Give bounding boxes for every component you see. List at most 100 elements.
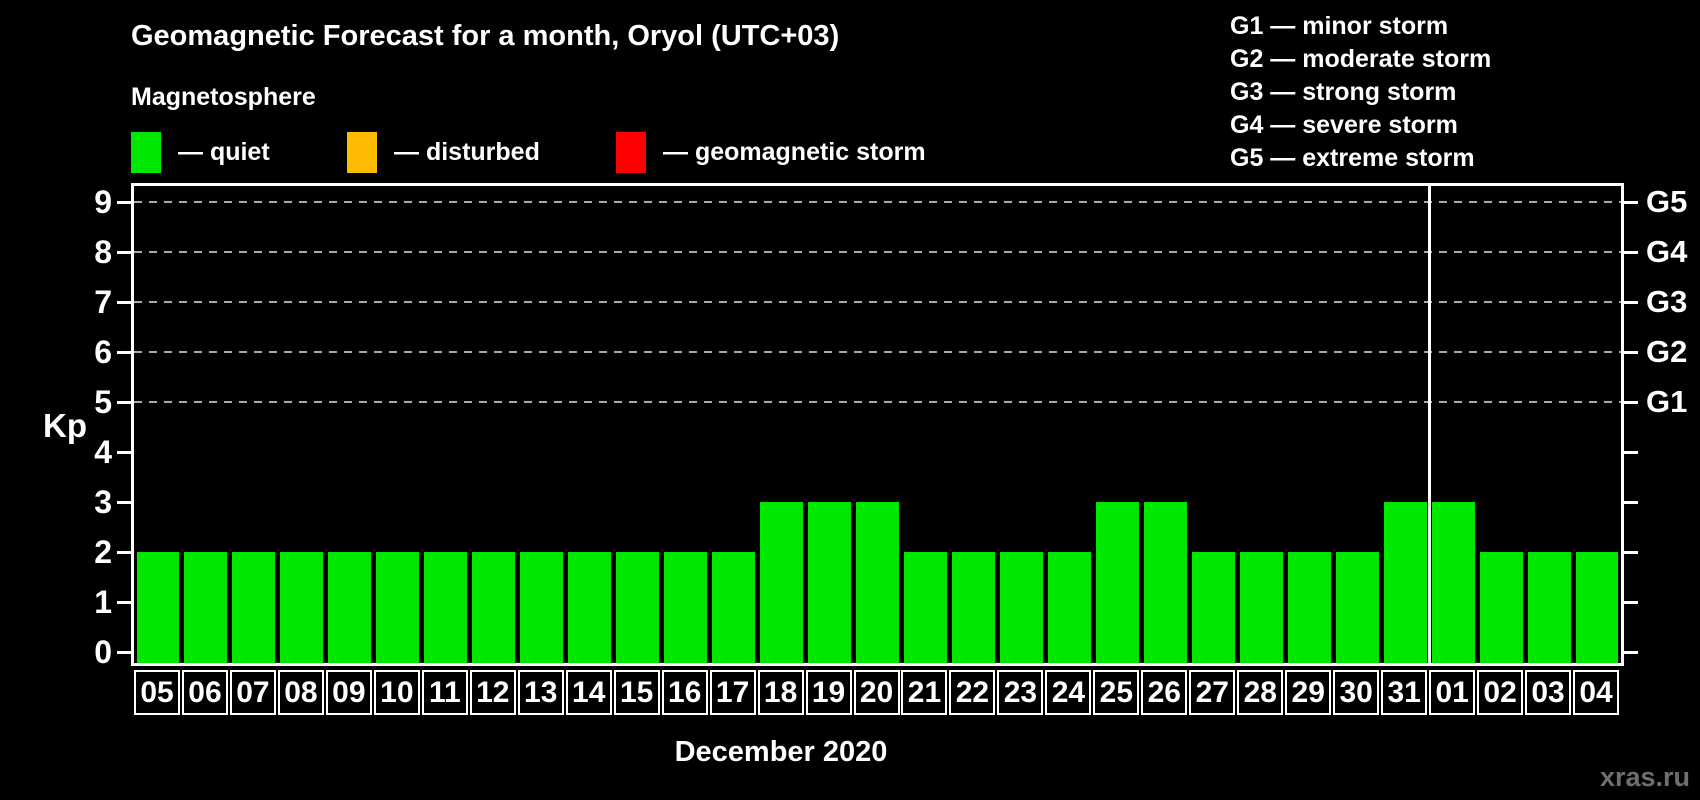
bar-day-12 <box>472 552 516 663</box>
bar-day-20 <box>856 502 899 663</box>
bar-day-14 <box>568 552 612 663</box>
y-tick-label-7: 7 <box>94 284 112 320</box>
day-label-11: 11 <box>421 670 468 715</box>
storm-scale-line-g3: G3 — strong storm <box>1230 78 1457 106</box>
y-tick-label-2: 2 <box>94 534 112 570</box>
y-tick-left-6 <box>117 350 131 354</box>
y-tick-right-1 <box>1624 600 1638 604</box>
day-label-31: 31 <box>1381 670 1428 715</box>
day-label-28: 28 <box>1237 670 1284 715</box>
y-tick-label-5: 5 <box>94 384 112 420</box>
day-label-18: 18 <box>757 670 804 715</box>
gridline-kp-5 <box>134 401 1621 403</box>
y-tick-left-3 <box>117 500 131 504</box>
y-tick-left-4 <box>117 450 131 454</box>
g-axis-label-g1: G1 <box>1646 384 1688 419</box>
y-tick-right-4 <box>1624 450 1638 454</box>
day-label-23: 23 <box>997 670 1044 715</box>
g-axis-label-g4: G4 <box>1646 234 1688 269</box>
storm-scale-line-g5: G5 — extreme storm <box>1230 144 1475 172</box>
storm-color-swatch <box>616 132 646 173</box>
y-tick-right-8 <box>1624 250 1638 254</box>
day-label-10: 10 <box>373 670 420 715</box>
bar-day-28 <box>1239 552 1283 663</box>
chart-title: Geomagnetic Forecast for a month, Oryol … <box>131 20 840 52</box>
bar-day-08 <box>280 552 324 663</box>
y-tick-label-0: 0 <box>94 634 112 670</box>
bar-day-05 <box>136 552 180 663</box>
g-axis-label-g5: G5 <box>1646 184 1688 219</box>
day-label-03: 03 <box>1525 670 1572 715</box>
day-label-14: 14 <box>565 670 612 715</box>
legend-item-label: — disturbed <box>394 138 540 166</box>
bar-day-24 <box>1047 552 1091 663</box>
bar-day-31 <box>1383 502 1427 663</box>
day-label-19: 19 <box>805 670 852 715</box>
y-tick-label-1: 1 <box>94 584 112 620</box>
day-label-16: 16 <box>661 670 708 715</box>
bar-day-29 <box>1287 552 1331 663</box>
g-axis-label-g3: G3 <box>1646 284 1688 319</box>
bar-day-15 <box>616 552 660 663</box>
bar-day-25 <box>1095 502 1139 663</box>
storm-scale-line-g4: G4 — severe storm <box>1230 111 1458 139</box>
bar-day-23 <box>999 552 1043 663</box>
magnetosphere-legend-heading: Magnetosphere <box>131 83 316 111</box>
day-label-26: 26 <box>1141 670 1188 715</box>
day-label-04: 04 <box>1573 670 1620 715</box>
day-label-06: 06 <box>181 670 228 715</box>
day-label-02: 02 <box>1477 670 1524 715</box>
month-separator <box>1427 186 1431 663</box>
legend-item-label: — quiet <box>178 138 270 166</box>
day-label-29: 29 <box>1285 670 1332 715</box>
bar-day-09 <box>328 552 372 663</box>
y-tick-right-7 <box>1624 300 1638 304</box>
bar-day-03 <box>1527 552 1571 663</box>
y-tick-left-9 <box>117 200 131 204</box>
bar-day-02 <box>1479 552 1523 663</box>
plot-area <box>131 183 1624 666</box>
bar-day-27 <box>1191 552 1235 663</box>
gridline-kp-6 <box>134 351 1621 353</box>
bar-day-18 <box>760 502 804 663</box>
y-tick-left-0 <box>117 650 131 654</box>
y-axis-title: Kp <box>43 407 87 444</box>
day-label-27: 27 <box>1189 670 1236 715</box>
day-label-09: 09 <box>325 670 372 715</box>
bar-day-21 <box>903 552 947 663</box>
day-label-15: 15 <box>613 670 660 715</box>
y-tick-left-8 <box>117 250 131 254</box>
y-tick-right-0 <box>1624 650 1638 654</box>
day-label-12: 12 <box>469 670 516 715</box>
bar-day-26 <box>1143 502 1187 663</box>
y-tick-right-9 <box>1624 200 1638 204</box>
day-label-24: 24 <box>1045 670 1092 715</box>
day-label-13: 13 <box>517 670 564 715</box>
day-label-20: 20 <box>853 670 900 715</box>
legend-item-quiet: — quiet <box>131 132 270 173</box>
bar-day-16 <box>664 552 708 663</box>
day-label-08: 08 <box>277 670 324 715</box>
disturbed-color-swatch <box>347 132 377 173</box>
bar-day-17 <box>712 552 756 663</box>
y-tick-left-1 <box>117 600 131 604</box>
legend-item-disturbed: — disturbed <box>347 132 540 173</box>
gridline-kp-9 <box>134 201 1621 203</box>
bar-day-22 <box>951 552 995 663</box>
bar-day-19 <box>808 502 851 663</box>
y-tick-left-2 <box>117 550 131 554</box>
bar-day-01 <box>1431 502 1475 663</box>
y-tick-right-2 <box>1624 550 1638 554</box>
bar-day-07 <box>232 552 276 663</box>
day-label-30: 30 <box>1333 670 1380 715</box>
day-label-17: 17 <box>709 670 756 715</box>
bar-day-30 <box>1335 552 1379 663</box>
day-label-05: 05 <box>134 670 180 715</box>
bar-day-13 <box>520 552 564 663</box>
storm-scale-legend: G1 — minor storm G2 — moderate storm G3 … <box>1230 10 1491 175</box>
y-tick-left-7 <box>117 300 131 304</box>
day-label-07: 07 <box>229 670 276 715</box>
storm-scale-line-g1: G1 — minor storm <box>1230 12 1449 40</box>
y-tick-label-6: 6 <box>94 334 112 370</box>
g-axis-label-g2: G2 <box>1646 334 1688 369</box>
